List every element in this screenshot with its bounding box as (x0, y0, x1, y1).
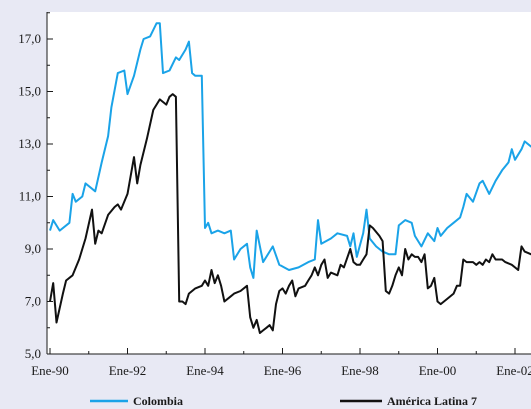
x-tick-label: Ene-02 (496, 363, 531, 378)
series-line-colombia (49, 22, 531, 279)
plot-area (47, 12, 531, 354)
x-tick-label: Ene-90 (31, 363, 69, 378)
x-tick-label: Ene-92 (109, 363, 147, 378)
series-layer (49, 22, 531, 334)
series-line-america-latina-7 (49, 93, 531, 334)
x-tick-label: Ene-00 (419, 363, 457, 378)
x-tick-label: Ene-94 (186, 363, 224, 378)
legend: Colombia América Latina 7 (90, 394, 477, 408)
legend-label: América Latina 7 (387, 394, 477, 408)
x-tick-label: Ene-96 (264, 363, 302, 378)
y-tick-label: 7,0 (25, 294, 41, 309)
x-tick-label: Ene-98 (341, 363, 379, 378)
y-tick-label: 13,0 (18, 136, 41, 151)
y-tick-label: 11,0 (19, 189, 41, 204)
y-tick-label: 9,0 (25, 241, 41, 256)
y-tick-label: 5,0 (25, 346, 41, 361)
y-tick-label: 17,0 (18, 31, 41, 46)
legend-label: Colombia (133, 394, 183, 408)
axes-layer: 5,0 7,0 9,0 11,0 13,0 15,0 17,0 Ene-90 Ene-92 Ene… (18, 12, 531, 378)
y-tick-label: 15,0 (18, 84, 41, 99)
